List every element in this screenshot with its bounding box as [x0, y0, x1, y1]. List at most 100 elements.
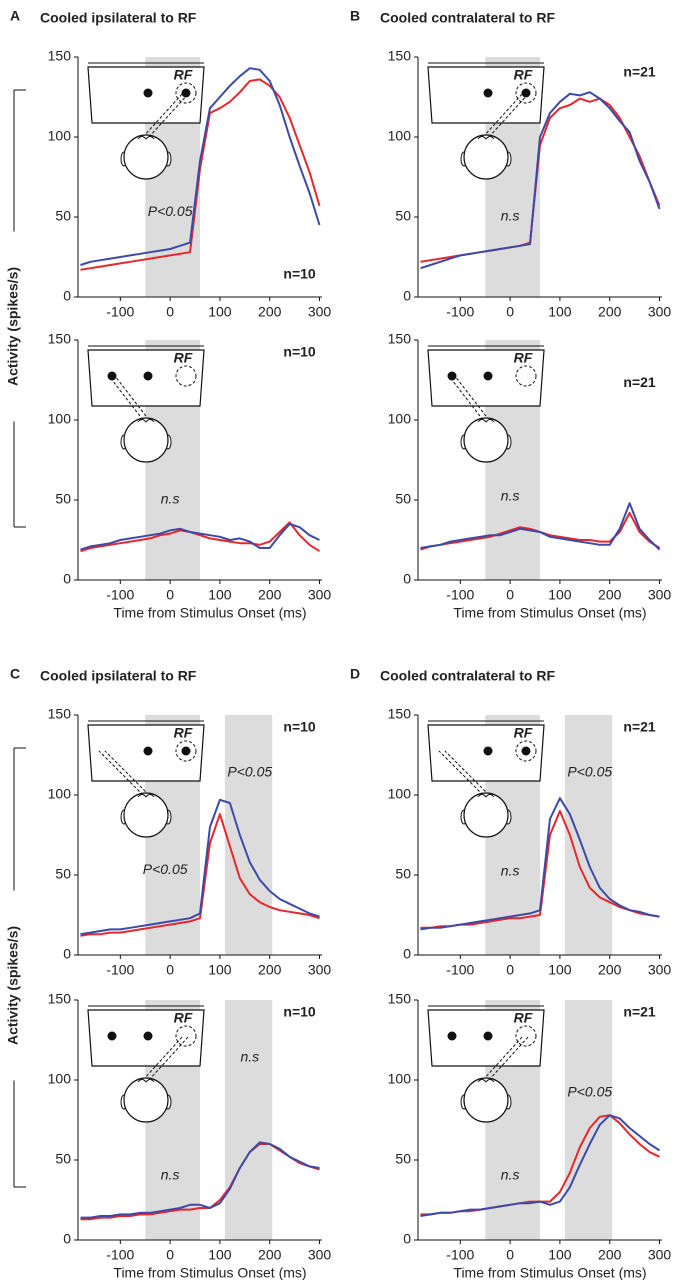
x-tick-label: -100: [446, 587, 474, 603]
panel-letter: B: [350, 8, 360, 24]
data-line: [420, 91, 661, 270]
eyes: [137, 136, 155, 140]
y-tick-label: 150: [48, 991, 72, 1007]
head: [463, 417, 509, 463]
annotation: n=21: [623, 1004, 656, 1020]
x-tick-label: 200: [598, 1247, 622, 1263]
inset-label: RF: [174, 67, 193, 83]
gaze-line: [104, 750, 150, 796]
x-tick-label: 200: [258, 962, 282, 978]
head: [123, 792, 169, 838]
y-tick-label: 150: [48, 706, 72, 722]
rf-circle: [515, 365, 537, 387]
head: [463, 792, 509, 838]
fixation-dot: [483, 746, 493, 756]
fixation-dot: [143, 746, 153, 756]
x-tick-label: 100: [208, 587, 232, 603]
x-tick-label: 100: [208, 304, 232, 320]
x-tick-label: 300: [308, 962, 332, 978]
x-tick-label: -100: [446, 304, 474, 320]
annotation: n=21: [623, 374, 656, 390]
x-tick-label: -100: [106, 962, 134, 978]
rf-circle: [175, 365, 197, 387]
x-tick-label: 0: [166, 962, 174, 978]
y-tick-label: 0: [63, 946, 71, 962]
gaze-line: [444, 750, 490, 796]
annotation: n.s: [501, 1167, 520, 1183]
rf-circle: [515, 82, 537, 104]
x-tick-label: 100: [548, 304, 572, 320]
panel-title: Cooled ipsilateral to RF: [40, 668, 197, 684]
inset-label: RF: [174, 1010, 193, 1026]
x-tick-label: -100: [446, 962, 474, 978]
inset-label: RF: [174, 725, 193, 741]
x-axis-label: Time from Stimulus Onset (ms): [113, 605, 306, 621]
y-tick-label: 50: [55, 208, 71, 224]
x-tick-label: 100: [208, 962, 232, 978]
y-tick-label: 0: [403, 288, 411, 304]
gaze-line: [438, 750, 484, 796]
x-tick-label: -100: [106, 1247, 134, 1263]
data-line: [80, 523, 320, 551]
x-tick-label: 200: [598, 304, 622, 320]
inset-diagram: RF: [87, 62, 205, 180]
head: [123, 1077, 169, 1123]
y-tick-label: 100: [388, 128, 412, 144]
y-tick-label: 50: [395, 208, 411, 224]
x-tick-label: 300: [648, 962, 672, 978]
inset-label: RF: [514, 67, 533, 83]
x-tick-label: 200: [258, 1247, 282, 1263]
data-line: [420, 797, 660, 931]
eyes: [137, 794, 155, 798]
annotation: n.s: [501, 208, 520, 224]
gaze-line: [454, 375, 490, 421]
inset-diagram: RF: [87, 345, 205, 463]
fixation-dot: [143, 1031, 153, 1041]
x-tick-label: -100: [106, 304, 134, 320]
y-tick-label: 50: [395, 491, 411, 507]
y-tick-label: 0: [403, 946, 411, 962]
annotation: P<0.05: [143, 861, 188, 877]
annotation: P<0.05: [567, 763, 612, 779]
rf-circle: [175, 82, 197, 104]
gaze-line: [108, 375, 144, 421]
data-line: [80, 1141, 320, 1219]
y-tick-label: 150: [48, 48, 72, 64]
fixation-dot: [483, 1031, 493, 1041]
data-line: [420, 1114, 661, 1217]
fixation-dot: [143, 88, 153, 98]
head: [463, 134, 509, 180]
x-tick-label: 100: [548, 587, 572, 603]
x-tick-label: 300: [648, 1247, 672, 1263]
annotation: n=10: [283, 265, 316, 281]
inset-diagram: RF: [87, 1005, 205, 1123]
gaze-line: [98, 750, 144, 796]
x-axis-label: Time from Stimulus Onset (ms): [453, 605, 646, 621]
data-line: [80, 1143, 320, 1221]
fixation-dot: [107, 1031, 117, 1041]
y-tick-label: 100: [388, 411, 412, 427]
target-dot: [521, 746, 531, 756]
x-tick-label: 0: [506, 587, 514, 603]
x-tick-label: 0: [506, 962, 514, 978]
y-tick-label: 50: [55, 866, 71, 882]
x-tick-label: 300: [308, 587, 332, 603]
rf-circle: [175, 740, 197, 762]
rf-circle: [515, 1025, 537, 1047]
inset-label: RF: [514, 350, 533, 366]
annotation: n.s: [501, 488, 520, 504]
head: [123, 134, 169, 180]
x-tick-label: 100: [548, 1247, 572, 1263]
panel: RF 0 50 100 150 -100 0 100 200 300 A Cooled ipsilat…: [4, 8, 331, 528]
y-tick-label: 0: [63, 571, 71, 587]
fixation-dot: [447, 1031, 457, 1041]
x-tick-label: 0: [166, 587, 174, 603]
fixation-dot: [143, 371, 153, 381]
annotation: n.s: [161, 491, 180, 507]
data-line: [80, 813, 320, 937]
x-tick-label: 0: [166, 1247, 174, 1263]
